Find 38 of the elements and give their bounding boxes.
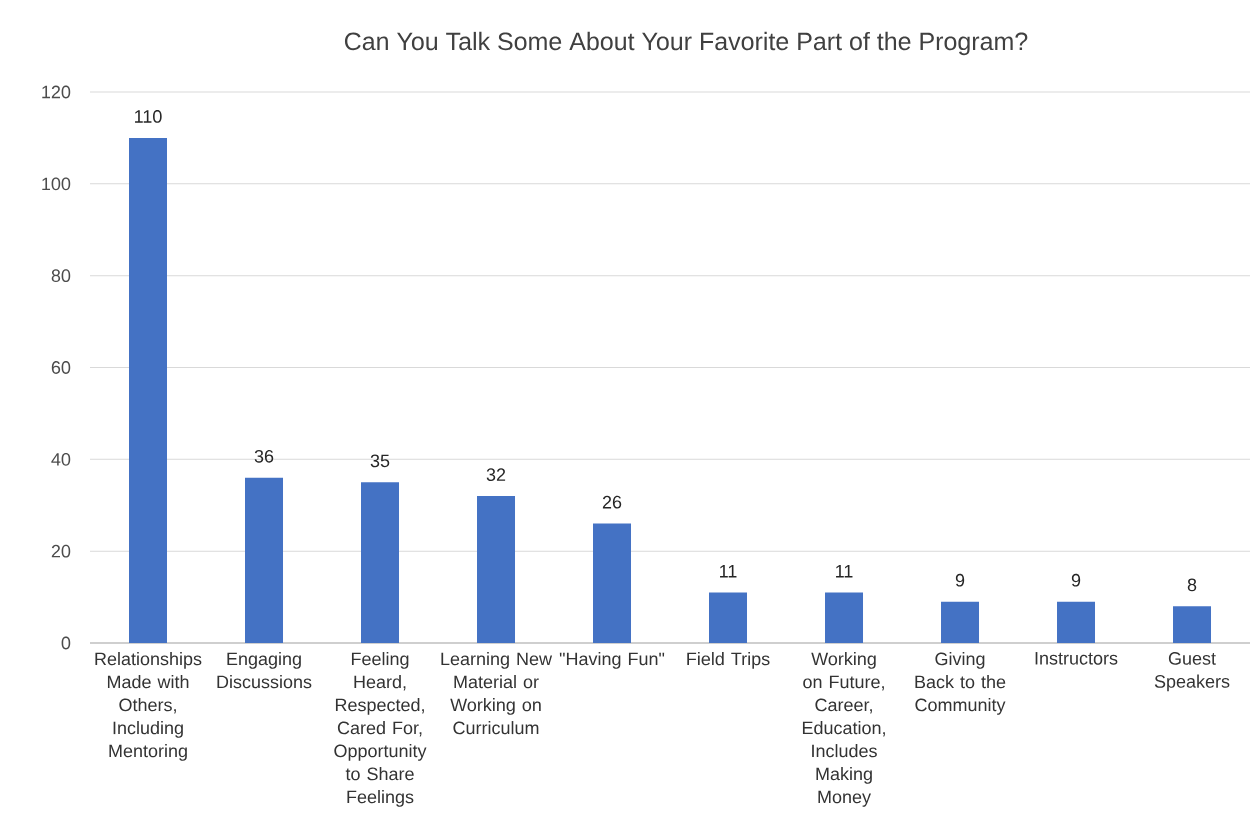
bar — [825, 592, 864, 644]
bar — [129, 137, 167, 644]
x-tick-label: Feeling Heard, Respected, Cared For, Opportunity to Share Feelings — [334, 652, 427, 807]
x-tick-label: Engaging Discussions — [217, 652, 312, 689]
bar — [709, 592, 748, 644]
y-tick-label: 40 — [51, 452, 71, 466]
data-label: 11 — [720, 565, 737, 578]
data-label: 26 — [602, 495, 622, 509]
bar — [1173, 606, 1212, 644]
bar — [1057, 601, 1096, 644]
data-label: 11 — [836, 565, 853, 578]
bar — [477, 496, 516, 644]
x-tick-label: Working on Future, Career, Education, Includes Making Money — [802, 652, 885, 807]
y-tick-label: 80 — [51, 269, 71, 283]
x-tick-label: Guest Speakers — [1154, 652, 1230, 692]
y-tick-label: 20 — [51, 544, 71, 558]
data-label: 36 — [254, 449, 274, 463]
y-tick-label: 0 — [61, 636, 71, 650]
data-label: 32 — [486, 468, 506, 482]
y-tick-label: 100 — [42, 177, 71, 191]
x-tick-label: Giving Back to the Community — [915, 652, 1006, 715]
data-label: 9 — [1071, 573, 1081, 587]
x-tick-label: Instructors — [1035, 652, 1118, 665]
data-label: 110 — [135, 110, 162, 123]
bar — [593, 523, 632, 644]
y-tick-label: 120 — [42, 85, 71, 99]
bar — [361, 482, 400, 644]
data-label: 35 — [370, 454, 390, 468]
x-tick-label: Learning New Material or Working on Curriculum — [441, 652, 553, 735]
x-tick-label: Field Trips — [687, 652, 770, 669]
data-label: 9 — [955, 573, 965, 587]
bar — [941, 601, 980, 644]
data-label: 8 — [1187, 578, 1197, 592]
bar — [245, 477, 284, 644]
chart-title: Can You Talk Some About Your Favorite Part of the Program? — [344, 31, 1028, 56]
x-tick-label: Relationships Made with Others, Including Mentoring — [95, 652, 202, 761]
x-tick-label: "Having Fun" — [559, 652, 665, 669]
y-tick-label: 60 — [51, 361, 71, 374]
